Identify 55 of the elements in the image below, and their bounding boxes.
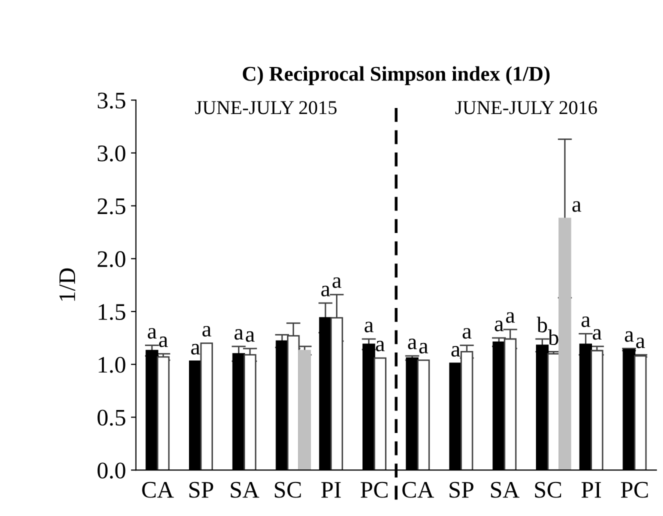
x-tick-label: SP [189,482,214,498]
data-label: a [451,346,460,357]
y-tick-label: 1.5 [98,304,126,320]
data-label: a [246,331,255,342]
data-label: a [202,326,212,337]
data-label: a [582,316,590,328]
bar [558,218,572,470]
annotation: JUNE-JULY 2016 [455,101,597,114]
bar [547,353,560,470]
x-tick-label: PI [321,482,341,498]
x-tick-label: SC [274,482,301,498]
data-label: a [506,312,515,323]
y-tick-label: 1.0 [98,356,126,373]
data-label: a [234,329,244,340]
bar [298,350,311,470]
x-tick-label: PC [360,482,388,498]
data-label: a [592,329,602,340]
data-label: a [494,320,504,332]
data-label: a [462,328,472,339]
data-label: b [536,316,548,332]
x-tick-label: SA [491,482,520,498]
x-tick-label: CA [142,482,174,498]
data-label: a [321,286,330,296]
data-label: a [408,338,417,350]
x-tick-label: SC [535,482,562,498]
x-tick-label: PI [581,482,601,498]
y-tick-label: 3.0 [98,145,126,162]
bar [374,357,386,470]
chart-title: C) Reciprocal Simpson index (1/D) [242,66,550,86]
y-tick-label: 0.5 [98,410,126,426]
data-label: a [148,328,157,339]
data-label: a [364,322,374,332]
data-label: b [548,329,558,346]
y-axis-title: 1/D [59,268,76,301]
y-tick-label: 2.0 [98,251,126,268]
y-tick-label: 3.5 [98,92,126,109]
data-label: a [376,340,385,352]
x-tick-label: SA [230,482,260,498]
data-label: a [636,338,645,348]
data-label: a [572,201,582,212]
x-tick-label: SP [450,482,474,498]
bar [590,350,604,470]
data-label: a [624,331,634,342]
bar [417,359,430,470]
annotation: JUNE-JULY 2015 [195,101,337,114]
data-label: a [159,336,168,348]
data-label: a [191,344,200,355]
y-tick-label: 2.5 [98,198,126,214]
x-tick-label: PC [620,482,648,498]
bar [634,355,647,470]
y-tick-label: 0.0 [98,462,126,479]
data-label: a [419,342,428,354]
x-tick-label: CA [402,482,434,498]
data-label: a [332,277,342,288]
bar [200,342,213,470]
